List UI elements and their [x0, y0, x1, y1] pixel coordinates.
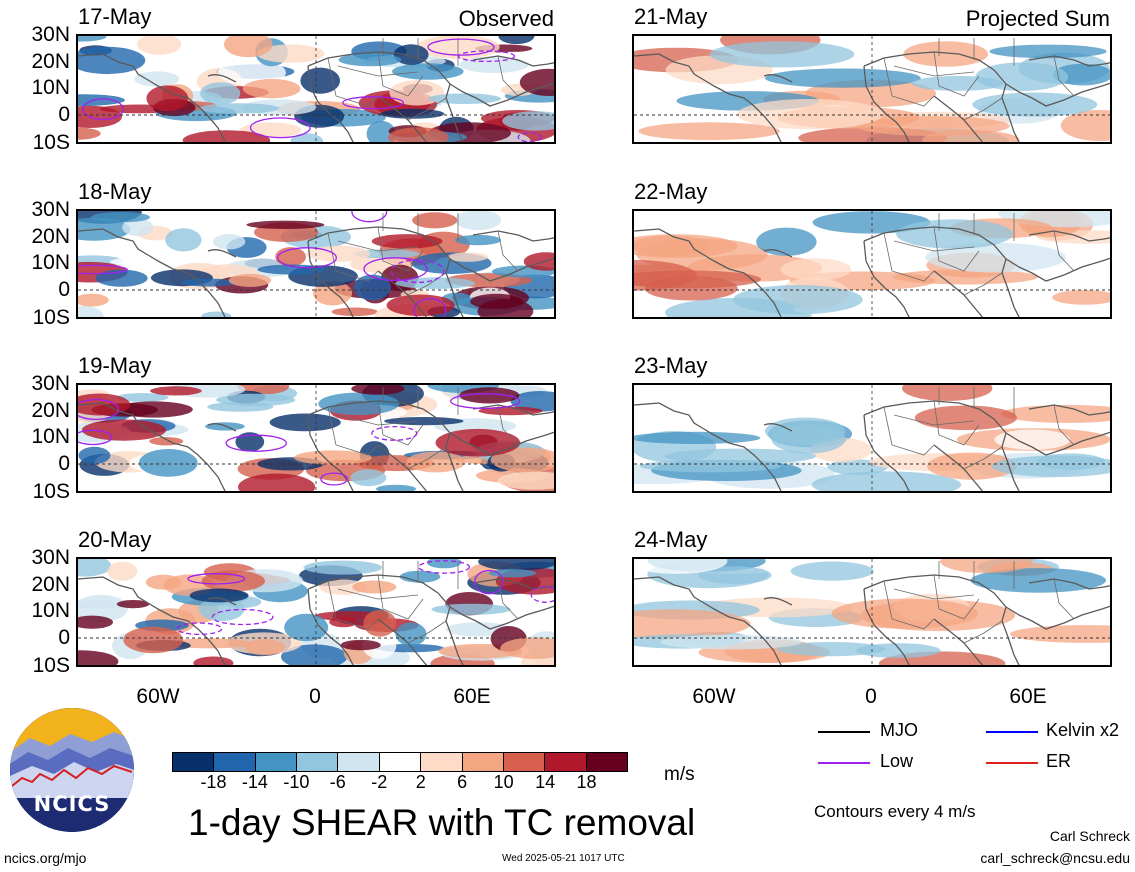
- shear-map-19-may: [76, 383, 556, 493]
- ncics-logo: NCICS: [10, 708, 134, 832]
- colorbar-units: m/s: [664, 764, 695, 785]
- shear-map-20-may: [76, 557, 556, 667]
- lat-label-row1-30n: 30N: [31, 23, 70, 46]
- colorbar-label-1: -14: [241, 772, 268, 792]
- panel-date-7: 23-May: [634, 353, 708, 378]
- contour-note: Contours every 4 m/s: [814, 802, 976, 821]
- legend-label-kelvin: Kelvin x2: [1046, 720, 1120, 740]
- lon-label-60w-left: 60W: [136, 685, 180, 708]
- panel-date-8: 24-May: [634, 527, 708, 552]
- panel-date-5: 21-May: [634, 4, 708, 29]
- lon-label-0-right: 0: [865, 685, 877, 708]
- map-canvas: [78, 36, 554, 142]
- lat-label-row3-0: 0: [58, 452, 70, 475]
- shear-map-24-may: [632, 557, 1112, 667]
- colorbar-label-5: 2: [415, 772, 426, 792]
- panel-date-3: 19-May: [78, 353, 152, 378]
- legend-line-kelvin: [986, 731, 1038, 733]
- lat-label-row4-10n: 10N: [31, 599, 70, 622]
- colorbar-swatch-3: [297, 753, 339, 771]
- shear-map-23-may: [632, 383, 1112, 493]
- colorbar-swatch-5: [379, 753, 422, 771]
- ncics-logo-text: NCICS: [33, 792, 111, 816]
- colorbar-label-8: 14: [535, 772, 556, 792]
- shear-map-18-may: [76, 209, 556, 319]
- colorbar-label-4: -2: [371, 772, 388, 792]
- map-canvas: [634, 559, 1110, 665]
- panel-tag-projected: Projected Sum: [965, 6, 1110, 31]
- lat-label-row3-10n: 10N: [31, 425, 70, 448]
- legend-line-er: [986, 762, 1038, 764]
- lat-label-row2-20n: 20N: [31, 225, 70, 248]
- lat-label-row4-10s: 10S: [32, 654, 70, 677]
- colorbar-swatch-0: [173, 753, 215, 771]
- lat-label-row3-30n: 30N: [31, 372, 70, 395]
- colorbar-swatch-7: [462, 753, 504, 771]
- shear-map-21-may: [632, 34, 1112, 144]
- author-email[interactable]: carl_schreck@ncsu.edu: [980, 850, 1130, 866]
- colorbar-swatch-8: [503, 753, 546, 771]
- colorbar-swatch-4: [338, 753, 380, 771]
- colorbar-label-9: 18: [576, 772, 597, 792]
- colorbar: [172, 752, 628, 772]
- colorbar-label-6: 6: [457, 772, 468, 792]
- lat-label-row3-10s: 10S: [32, 480, 70, 503]
- panel-tag-observed: Observed: [458, 6, 554, 31]
- lat-label-row1-20n: 20N: [31, 50, 70, 73]
- map-canvas: [78, 385, 554, 491]
- lat-label-row2-10s: 10S: [32, 306, 70, 329]
- colorbar-swatch-1: [214, 753, 256, 771]
- lat-label-row3-20n: 20N: [31, 399, 70, 422]
- lat-label-row1-10s: 10S: [32, 131, 70, 154]
- panel-date-2: 18-May: [78, 179, 152, 204]
- legend-label-er: ER: [1046, 751, 1072, 771]
- lat-label-row4-20n: 20N: [31, 573, 70, 596]
- lon-label-60w-right: 60W: [692, 685, 736, 708]
- panel-date-1: 17-May: [78, 4, 152, 29]
- colorbar-label-7: 10: [493, 772, 514, 792]
- website-link[interactable]: ncics.org/mjo: [4, 850, 87, 866]
- map-canvas: [634, 211, 1110, 317]
- lat-label-row4-30n: 30N: [31, 546, 70, 569]
- author-name: Carl Schreck: [1049, 828, 1130, 844]
- colorbar-swatch-2: [255, 753, 298, 771]
- legend-line-mjo: [818, 731, 870, 733]
- colorbar-swatch-9: [545, 753, 587, 771]
- map-canvas: [634, 36, 1110, 142]
- colorbar-swatch-6: [421, 753, 463, 771]
- panel-date-4: 20-May: [78, 527, 152, 552]
- lon-label-60e-left: 60E: [453, 685, 491, 708]
- lat-label-row2-10n: 10N: [31, 251, 70, 274]
- lat-label-row2-30n: 30N: [31, 198, 70, 221]
- colorbar-label-0: -18: [200, 772, 227, 792]
- shear-map-22-may: [632, 209, 1112, 319]
- map-canvas: [78, 211, 554, 317]
- lat-label-row1-0: 0: [58, 103, 70, 126]
- lon-label-0-left: 0: [309, 685, 321, 708]
- legend-label-low: Low: [880, 751, 914, 771]
- lat-label-row1-10n: 10N: [31, 76, 70, 99]
- lat-label-row2-0: 0: [58, 278, 70, 301]
- map-canvas: [78, 559, 554, 665]
- colorbar-label-3: -6: [329, 772, 346, 792]
- lat-label-row4-0: 0: [58, 626, 70, 649]
- timestamp: Wed 2025-05-21 1017 UTC: [502, 853, 625, 864]
- shear-map-17-may: [76, 34, 556, 144]
- legend-line-low: [818, 762, 870, 764]
- lon-label-60e-right: 60E: [1009, 685, 1047, 708]
- legend-label-mjo: MJO: [880, 720, 918, 740]
- colorbar-swatch-10: [586, 753, 627, 771]
- panel-date-6: 22-May: [634, 179, 708, 204]
- figure-title: 1-day SHEAR with TC removal: [188, 802, 696, 843]
- colorbar-label-2: -10: [283, 772, 310, 792]
- map-canvas: [634, 385, 1110, 491]
